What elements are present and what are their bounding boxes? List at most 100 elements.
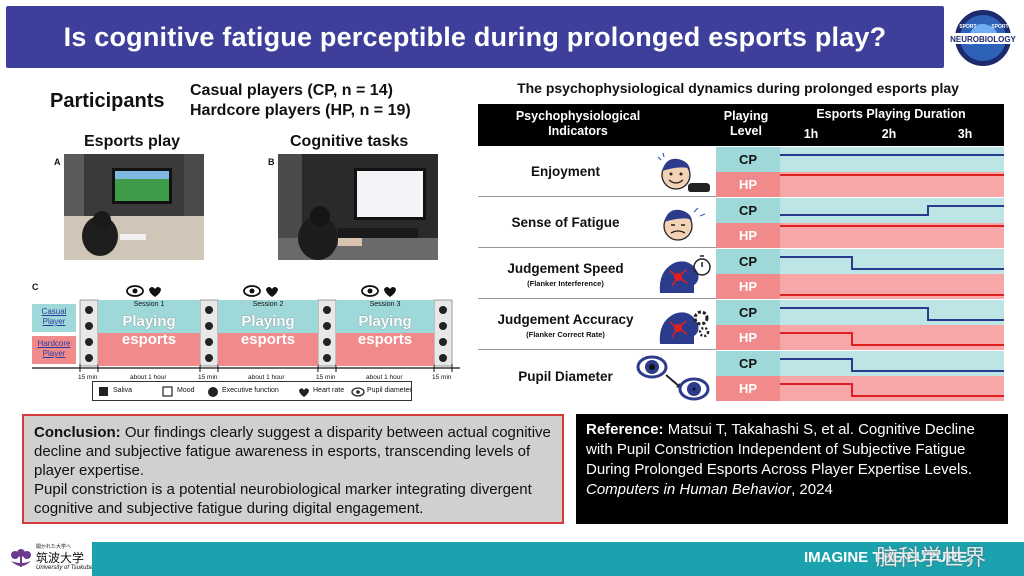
timeline-label: 15 min [198, 374, 218, 381]
session-2-label: Session 2 [252, 301, 284, 308]
casual-player-label: Casual Player [32, 304, 76, 332]
header-hour-2: 2h [881, 127, 897, 141]
panel-label-a: A [54, 157, 61, 167]
university-tagline: 開かれた大学へ [36, 544, 72, 550]
indicator-subtitle: (Flanker Correct Rate) [526, 330, 605, 339]
trend-bar-cp [780, 300, 1004, 325]
level-hp: HP [716, 376, 780, 401]
panel-label-b: B [268, 157, 275, 167]
logo-side-text: SPORT [991, 24, 1008, 30]
cognitive-tasks-photo [278, 154, 438, 260]
trend-bar-cp [780, 351, 1004, 376]
saliva-icon [99, 387, 108, 396]
session-2-box: Session 2 Playing esports [218, 300, 318, 366]
reference-journal: Computers in Human Behavior [586, 481, 792, 498]
legend-pupil-diameter: Pupil diameter [367, 387, 412, 394]
legend-heart-rate: Heart rate [313, 387, 345, 394]
timeline-label: about 1 hour [366, 374, 403, 381]
university-logo-area [4, 542, 92, 576]
protocol-diagram: Casual Player Hardcore Player [30, 280, 462, 406]
header-duration: Esports Playing Duration [816, 107, 966, 121]
esports-play-photo [64, 154, 204, 260]
header-hour-3: 3h [957, 127, 973, 141]
level-cp: CP [716, 198, 780, 223]
session-3-esports-label: esports [357, 331, 413, 348]
indicator-subtitle: (Flanker Interference) [527, 279, 604, 288]
table-title: The psychophysiological dynamics during … [517, 80, 959, 96]
indicator-name: Enjoyment [530, 164, 600, 179]
timeline-label: about 1 hour [248, 374, 285, 381]
page-title: Is cognitive fatigue perceptible during … [63, 22, 887, 52]
timeline-label: 15 min [316, 374, 336, 381]
participants-heading: Participants [50, 90, 165, 112]
heart-rate-icon [299, 388, 309, 397]
session-1-play-label: Playing [122, 313, 176, 330]
indicator-name: Sense of Fatigue [511, 215, 620, 230]
legend-mood: Mood [177, 387, 195, 394]
level-cp: CP [716, 300, 780, 325]
conclusion-label: Conclusion: [34, 424, 121, 441]
indicator-name: Judgement Speed [507, 261, 624, 276]
table-row-judgement-speed: Judgement Speed (Flanker Interference) C… [478, 249, 1004, 299]
session-3-play-label: Playing [358, 313, 412, 330]
header-hour-1: 1h [803, 127, 819, 141]
session-2-play-label: Playing [241, 313, 295, 330]
trend-bar-hp [780, 376, 1004, 401]
table-row-pupil-diameter: Pupil Diameter CP HP [478, 351, 1004, 401]
timeline-label: 15 min [432, 374, 452, 381]
university-name-en: University of Tsukuba [36, 565, 94, 571]
level-cp: CP [716, 351, 780, 376]
mood-icon [162, 386, 173, 397]
hardcore-players-count: Hardcore players (HP, n = 19) [190, 102, 411, 119]
header-playing-level: Playing Level [723, 109, 769, 138]
conclusion-box: Conclusion: Our findings clearly suggest… [22, 414, 564, 524]
table-row-judgement-accuracy: Judgement Accuracy (Flanker Correct Rate… [478, 300, 1004, 350]
reference-year: , 2024 [791, 481, 833, 498]
reference-label: Reference: [586, 421, 664, 438]
trend-bar-hp [780, 274, 1004, 299]
level-cp: CP [716, 147, 780, 172]
panel-label-c: C [32, 282, 39, 292]
casual-players-count: Casual players (CP, n = 14) [190, 82, 393, 99]
indicator-name: Pupil Diameter [518, 369, 613, 384]
trend-bar-hp [780, 172, 1004, 197]
table-row-enjoyment: Enjoyment CP HP [478, 147, 1004, 197]
reference-text: Matsui T, Takahashi S, et al. Cognitive … [586, 421, 975, 478]
logo-main-text: NEUROBIOLOGY [950, 35, 1016, 44]
indicator-name: Judgement Accuracy [497, 312, 634, 327]
trend-bar-hp [780, 223, 1004, 248]
session-1-label: Session 1 [133, 301, 165, 308]
trend-bar-hp [780, 325, 1004, 350]
executive-function-icon [208, 387, 218, 397]
level-cp: CP [716, 249, 780, 274]
trend-bar-cp [780, 147, 1004, 172]
session-2-esports-label: esports [240, 331, 296, 348]
timeline-label: about 1 hour [130, 374, 167, 381]
level-hp: HP [716, 172, 780, 197]
brain-stopwatch-icon [659, 255, 711, 293]
hardcore-player-label: Hardcore Player [32, 336, 76, 364]
session-3-box: Session 3 Playing esports [336, 300, 434, 366]
logo-top-text: SPORT [959, 24, 976, 30]
sport-neurobiology-logo: NEUROBIOLOGY SPORT SPORT [950, 8, 1017, 68]
reference-box: Reference: Matsui T, Takahashi S, et al.… [576, 414, 1008, 524]
pupil-icon [351, 387, 365, 397]
protocol-legend: Saliva Mood Executive function Heart rat… [92, 381, 412, 401]
session-1-box: Session 1 Playing esports [98, 300, 200, 366]
footer-slogan: IMAGINE THE FUTURE. [804, 549, 972, 566]
watermark-text: 脑科学世界 [876, 546, 987, 571]
trend-bar-cp [780, 249, 1004, 274]
session-1-esports-label: esports [121, 331, 177, 348]
tired-face-icon [663, 207, 706, 241]
legend-executive-function: Executive function [222, 387, 279, 394]
pupil-constriction-icon [636, 355, 710, 401]
university-name: 筑波大学 [36, 551, 85, 565]
session-3-label: Session 3 [369, 301, 401, 308]
header-indicators: Psychophysiological Indicators [515, 109, 641, 138]
level-hp: HP [716, 223, 780, 248]
cognitive-tasks-heading: Cognitive tasks [290, 133, 409, 150]
brain-gears-icon [659, 310, 710, 344]
level-hp: HP [716, 325, 780, 350]
legend-saliva: Saliva [113, 387, 133, 394]
title-banner: Is cognitive fatigue perceptible during … [6, 6, 944, 68]
